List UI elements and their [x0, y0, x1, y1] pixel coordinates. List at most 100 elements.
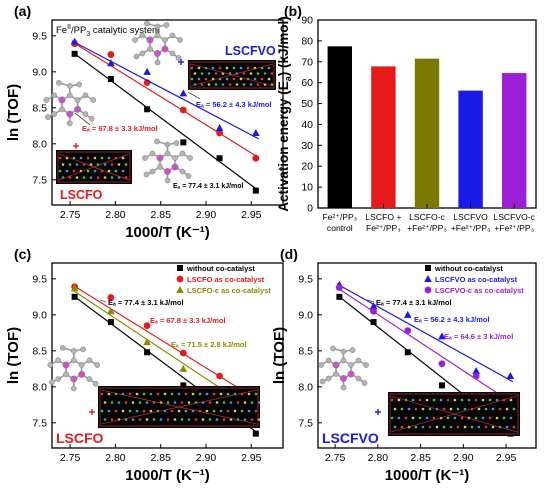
molecule-fe-atom	[146, 36, 154, 44]
data-point	[180, 139, 187, 146]
molecule-atom	[340, 384, 347, 391]
fit-line	[336, 286, 514, 404]
crystal-atom	[449, 425, 453, 429]
crystal-atom	[407, 407, 411, 411]
crystal-atom	[58, 156, 62, 160]
crystal-atom	[208, 418, 212, 421]
crystal-bond	[190, 63, 274, 87]
legend-label: LSCFVO-c as co-catalyst	[435, 286, 524, 295]
crystal-atom	[432, 416, 436, 420]
crystal-atom	[242, 83, 246, 86]
y-tick-label: 90	[301, 15, 313, 27]
crystal-atom	[397, 416, 401, 420]
molecule-atom	[163, 22, 170, 28]
crystal-atom	[243, 401, 247, 404]
molecule-atom	[179, 168, 186, 175]
crystal-atom	[393, 425, 397, 429]
molecule-atom	[164, 141, 171, 148]
crystal-atom	[229, 418, 233, 421]
legend-label: LSCFO-c as co-catalyst	[187, 286, 271, 295]
bar-label-line2: +Fe²⁺/PP₃	[451, 223, 491, 233]
x-tick-label: 2.75	[60, 209, 81, 221]
molecule-atom	[349, 347, 356, 353]
crystal-atom	[198, 392, 202, 396]
crystal-atom	[173, 418, 177, 421]
molecule-atom	[154, 32, 161, 39]
crystal-atom	[191, 392, 195, 396]
crystal-atom	[205, 409, 209, 413]
y-tick-label: 8.5	[298, 345, 313, 357]
crystal-atom	[512, 425, 516, 429]
fit-line	[71, 41, 259, 158]
crystal-atom	[421, 407, 425, 411]
crystal-atom	[236, 401, 240, 404]
data-point	[404, 327, 412, 335]
x-tick-label: 2.95	[241, 209, 262, 221]
crystal-atom	[509, 398, 513, 402]
molecule-fe-atom	[78, 370, 86, 378]
label-lscfvo: LSCFVO	[322, 430, 379, 446]
crystal-atom	[110, 401, 114, 404]
annotation-ea-lscfo: Eₐ = 67.8 ± 3.3 kJ/mol	[150, 316, 226, 325]
crystal-atom	[488, 416, 492, 420]
y-tick-label: 9.5	[32, 30, 47, 42]
crystal-atom	[180, 401, 184, 404]
plot-frame	[317, 262, 537, 449]
series-2	[70, 37, 260, 140]
annotation-ea-lscfvo: Eₐ = 56.2 ± 4.3 kJ/mol	[414, 315, 490, 324]
crystal-atom	[114, 409, 118, 413]
y-tick-label: 50	[301, 98, 313, 110]
legend-label: LSCFO as co-catalyst	[187, 275, 265, 284]
y-tick-label: 30	[301, 140, 313, 152]
annotation-leader	[187, 91, 201, 100]
crystal-atom	[184, 409, 188, 413]
molecule-fe-atom	[154, 50, 161, 57]
data-point	[179, 106, 187, 114]
crystal-atom	[107, 409, 111, 413]
molecule-atom	[90, 97, 97, 103]
molecule-atom	[76, 81, 83, 88]
crystal-atom	[505, 407, 509, 411]
molecule-fe-atom	[340, 375, 347, 382]
crystal-atom	[75, 176, 79, 179]
crystal-atom	[204, 77, 208, 81]
panel-title-part: 3	[86, 31, 90, 38]
crystal-atom	[428, 407, 432, 411]
y-tick-label: 20	[301, 161, 313, 173]
crystal-atom	[390, 416, 394, 420]
series-2	[335, 284, 514, 407]
crystal-atom	[254, 409, 258, 413]
crystal-atom	[124, 401, 128, 404]
crystal-atom	[124, 176, 128, 179]
molecule-atom	[348, 362, 354, 368]
y-axis-label: ln (TOF)	[5, 327, 22, 384]
molecule-atom	[66, 120, 73, 127]
crystal-atom	[93, 169, 97, 173]
data-point	[107, 307, 115, 315]
molecule-atom	[340, 357, 347, 364]
crystal-atom	[117, 176, 121, 179]
y-axis-label-part: Activation energy (E	[276, 81, 291, 212]
crystal-atom	[214, 83, 218, 86]
crystal-atom	[232, 66, 236, 70]
y-tick-label: 9.0	[32, 66, 47, 78]
molecule-atom	[59, 106, 65, 113]
y-axis-label: Activation energy (Ea) (kJ/mol)	[276, 16, 293, 212]
crystal-atom	[166, 418, 170, 421]
data-point	[179, 349, 187, 357]
x-tick-label: 2.80	[105, 209, 126, 221]
data-point	[472, 366, 480, 374]
y-axis-label: ln (TOF)	[5, 84, 22, 141]
crystal-atom	[435, 425, 439, 429]
molecule-fe-atom	[62, 361, 70, 369]
crystal-atom	[201, 418, 205, 421]
fit-line	[71, 40, 259, 140]
crystal-atom	[460, 416, 464, 420]
molecule-atom	[55, 376, 62, 382]
crystal-atom	[135, 392, 139, 396]
molecule-atom	[55, 357, 62, 364]
crystal-atom	[502, 416, 506, 420]
annotation-ea-none: Eₐ = 77.4 ± 3.1 kJ/mol	[108, 298, 184, 307]
crystal-atom	[428, 425, 432, 429]
crystal-atom	[425, 416, 429, 420]
